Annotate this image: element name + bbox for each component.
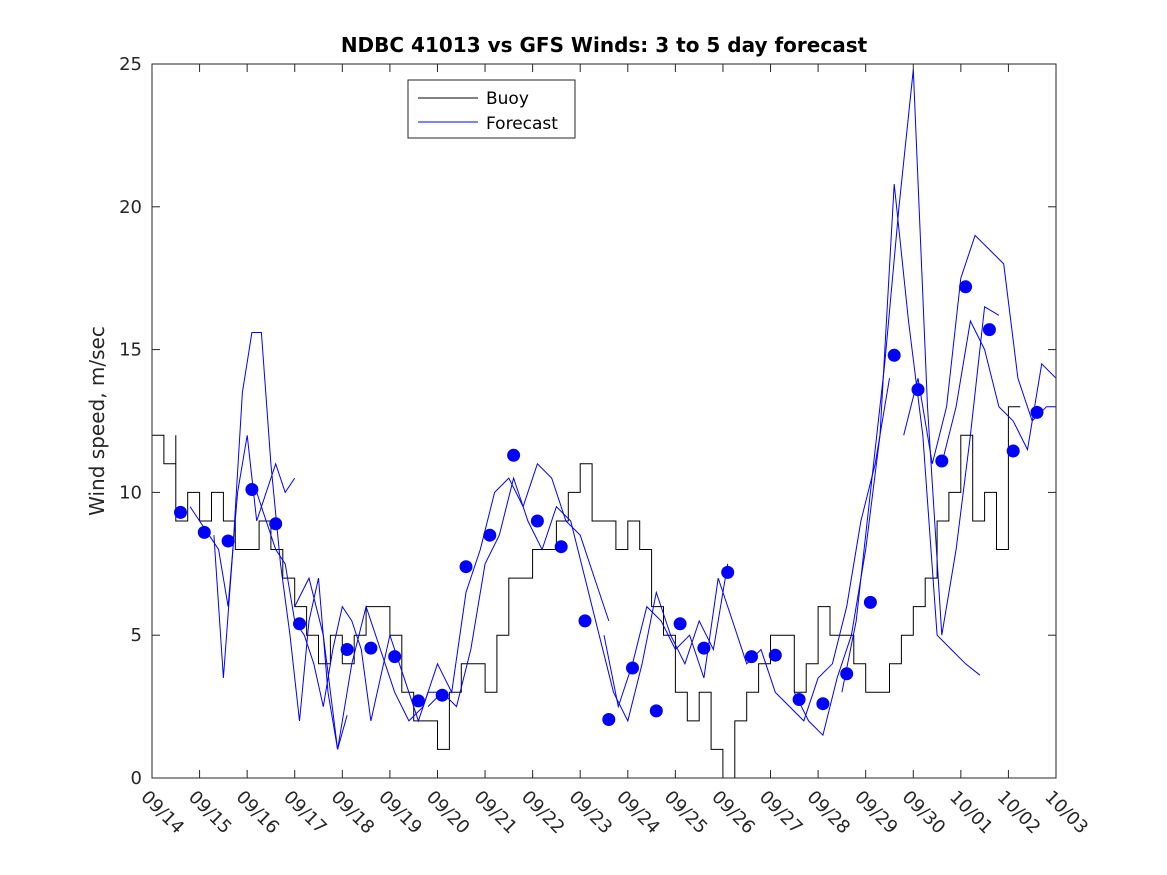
y-tick-label: 20 (119, 197, 142, 218)
forecast-point (578, 614, 592, 628)
y-tick-label: 15 (119, 340, 142, 361)
forecast-point (364, 641, 378, 655)
forecast-point (435, 688, 449, 702)
forecast-series-line-8 (841, 69, 1000, 693)
plot-area (152, 64, 1056, 778)
y-tick-label: 5 (131, 625, 142, 646)
forecast-point (602, 713, 616, 726)
forecast-point (340, 643, 354, 656)
y-tick-label: 0 (131, 768, 142, 789)
forecast-point (816, 697, 830, 711)
forecast-point (649, 704, 663, 718)
forecast-point (792, 693, 806, 706)
y-tick-label: 10 (119, 482, 142, 503)
chart-title: NDBC 41013 vs GFS Winds: 3 to 5 day fore… (341, 33, 868, 57)
forecast-series-line-9 (903, 234, 1056, 464)
forecast-point (1030, 405, 1044, 419)
forecast-series-line-3 (256, 492, 438, 723)
forecast-point (554, 540, 568, 554)
forecast-point (745, 650, 758, 664)
forecast-point (269, 517, 283, 531)
forecast-point (483, 528, 497, 542)
forecast-point (388, 650, 402, 664)
forecast-point (959, 280, 973, 294)
forecast-point (935, 454, 949, 468)
forecast-point (411, 694, 425, 708)
forecast-point (626, 661, 639, 675)
forecast-point (221, 534, 235, 548)
forecast-series-line-4 (294, 462, 610, 750)
axes-box (151, 63, 1057, 779)
forecast-point (197, 525, 211, 539)
legend-box (407, 79, 576, 139)
y-tick-label: 25 (119, 54, 142, 75)
forecast-point (459, 560, 473, 574)
forecast-point (840, 667, 854, 681)
forecast-point (293, 617, 306, 631)
forecast-series-line-7 (793, 183, 981, 737)
legend-forecast-label: Forecast (486, 114, 558, 134)
forecast-point (245, 483, 259, 496)
legend: Buoy Forecast (407, 79, 576, 139)
forecast-series-line-2 (213, 332, 348, 750)
forecast-point (863, 595, 877, 609)
buoy-series-line (152, 406, 1021, 778)
forecast-point (982, 323, 996, 337)
forecast-point (507, 448, 521, 462)
forecast-point (697, 641, 711, 655)
plot-series-clip (152, 69, 1056, 778)
y-axis-label: Wind speed, m/sec (85, 326, 109, 516)
forecast-point (530, 514, 544, 528)
legend-buoy-label: Buoy (486, 89, 529, 109)
forecast-series-line-6 (603, 378, 890, 722)
forecast-point (1006, 444, 1020, 458)
forecast-point (887, 348, 901, 362)
forecast-series-line-5 (427, 476, 729, 723)
series-layer (152, 69, 1056, 778)
forecast-point (174, 505, 187, 519)
forecast-point (911, 383, 925, 397)
forecast-point (768, 648, 782, 662)
forecast-point (721, 565, 735, 579)
forecast-point (673, 617, 687, 631)
forecast-series-line-10 (941, 319, 1056, 464)
